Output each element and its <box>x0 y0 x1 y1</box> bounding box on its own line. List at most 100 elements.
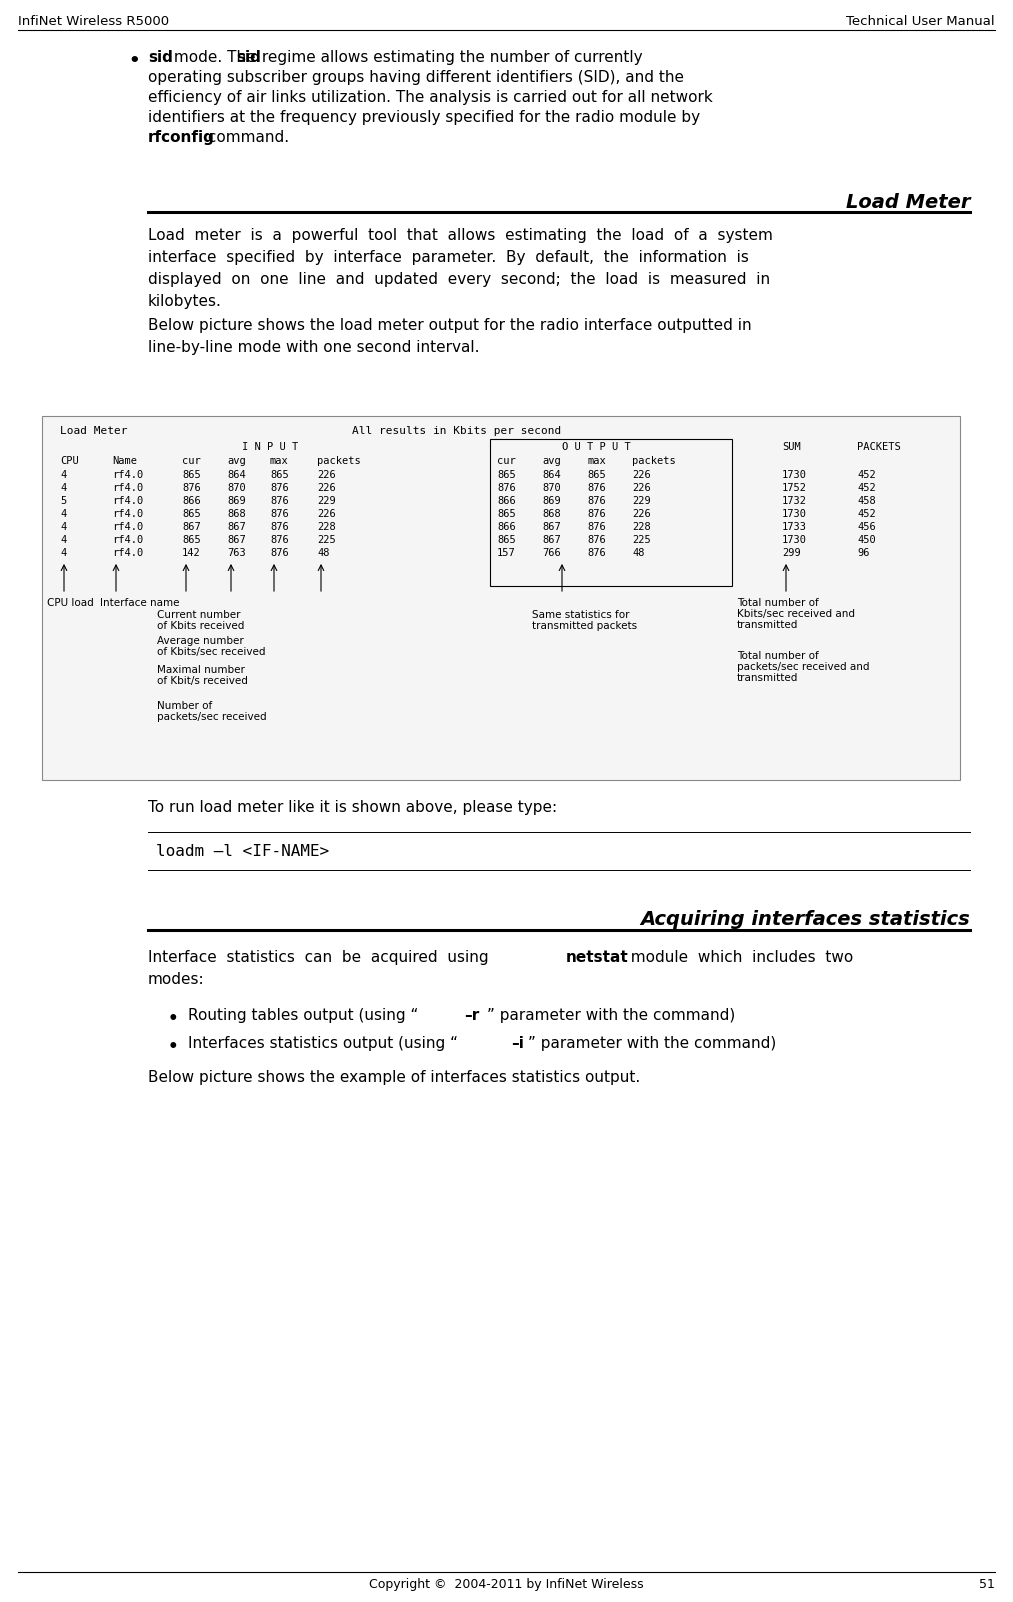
Text: 876: 876 <box>270 482 289 493</box>
Text: Load  meter  is  a  powerful  tool  that  allows  estimating  the  load  of  a  : Load meter is a powerful tool that allow… <box>148 227 773 244</box>
Text: 4: 4 <box>60 535 66 545</box>
Text: 876: 876 <box>182 482 201 493</box>
Text: 870: 870 <box>542 482 561 493</box>
Text: •: • <box>128 51 140 70</box>
Text: 51: 51 <box>980 1578 995 1591</box>
Text: modes:: modes: <box>148 972 205 987</box>
Text: command.: command. <box>203 130 289 146</box>
Text: 228: 228 <box>317 522 335 532</box>
Text: identifiers at the frequency previously specified for the radio module by: identifiers at the frequency previously … <box>148 111 700 125</box>
Text: Total number of: Total number of <box>737 650 819 662</box>
Text: 142: 142 <box>182 548 201 557</box>
Text: Interface  statistics  can  be  acquired  using: Interface statistics can be acquired usi… <box>148 950 493 964</box>
Text: avg: avg <box>227 457 246 466</box>
Text: 1730: 1730 <box>782 535 807 545</box>
Text: 876: 876 <box>587 535 606 545</box>
Text: 225: 225 <box>632 535 650 545</box>
Text: Load Meter: Load Meter <box>846 192 970 211</box>
Text: 865: 865 <box>182 469 201 481</box>
Text: 865: 865 <box>497 469 516 481</box>
Text: kilobytes.: kilobytes. <box>148 295 222 309</box>
Text: max: max <box>270 457 289 466</box>
Text: 4: 4 <box>60 548 66 557</box>
Text: rfconfig: rfconfig <box>148 130 215 146</box>
Text: efficiency of air links utilization. The analysis is carried out for all network: efficiency of air links utilization. The… <box>148 90 713 106</box>
Text: InfiNet Wireless R5000: InfiNet Wireless R5000 <box>18 14 169 27</box>
Text: cur: cur <box>182 457 201 466</box>
Text: 1730: 1730 <box>782 509 807 519</box>
Text: 867: 867 <box>227 535 246 545</box>
Text: Kbits/sec received and: Kbits/sec received and <box>737 609 855 618</box>
Text: Load Meter: Load Meter <box>60 426 128 436</box>
Text: 1730: 1730 <box>782 469 807 481</box>
Text: regime allows estimating the number of currently: regime allows estimating the number of c… <box>257 50 642 66</box>
Text: 865: 865 <box>497 535 516 545</box>
Text: 226: 226 <box>632 482 650 493</box>
Text: 1733: 1733 <box>782 522 807 532</box>
Text: 876: 876 <box>270 535 289 545</box>
Text: Same statistics for: Same statistics for <box>532 610 629 620</box>
Bar <box>42 417 960 780</box>
Text: 869: 869 <box>542 497 561 506</box>
Text: 876: 876 <box>497 482 516 493</box>
Text: 868: 868 <box>542 509 561 519</box>
Text: 763: 763 <box>227 548 246 557</box>
Text: Average number: Average number <box>157 636 244 646</box>
Text: 865: 865 <box>270 469 289 481</box>
Text: 452: 452 <box>857 509 876 519</box>
Text: loadm –l <IF-NAME>: loadm –l <IF-NAME> <box>156 844 329 859</box>
Text: 226: 226 <box>632 469 650 481</box>
Text: 865: 865 <box>497 509 516 519</box>
Text: 867: 867 <box>182 522 201 532</box>
Bar <box>490 439 732 586</box>
Text: 865: 865 <box>182 535 201 545</box>
Text: •: • <box>168 1009 178 1028</box>
Text: Total number of: Total number of <box>737 598 819 609</box>
Text: –r: –r <box>464 1008 479 1024</box>
Text: 876: 876 <box>587 548 606 557</box>
Text: 452: 452 <box>857 469 876 481</box>
Text: Current number: Current number <box>157 610 240 620</box>
Text: 5: 5 <box>60 497 66 506</box>
Text: Below picture shows the load meter output for the radio interface outputted in: Below picture shows the load meter outpu… <box>148 319 752 333</box>
Text: interface  specified  by  interface  parameter.  By  default,  the  information : interface specified by interface paramet… <box>148 250 749 264</box>
Text: 452: 452 <box>857 482 876 493</box>
Text: 867: 867 <box>227 522 246 532</box>
Text: transmitted packets: transmitted packets <box>532 622 637 631</box>
Text: 869: 869 <box>227 497 246 506</box>
Text: line-by-line mode with one second interval.: line-by-line mode with one second interv… <box>148 340 479 356</box>
Text: of Kbits/sec received: of Kbits/sec received <box>157 647 265 657</box>
Text: 450: 450 <box>857 535 876 545</box>
Text: 226: 226 <box>317 509 335 519</box>
Text: All results in Kbits per second: All results in Kbits per second <box>352 426 561 436</box>
Text: 866: 866 <box>182 497 201 506</box>
Text: 766: 766 <box>542 548 561 557</box>
Text: 876: 876 <box>270 497 289 506</box>
Text: 226: 226 <box>632 509 650 519</box>
Text: rf4.0: rf4.0 <box>112 522 143 532</box>
Text: Copyright ©  2004-2011 by InfiNet Wireless: Copyright © 2004-2011 by InfiNet Wireles… <box>369 1578 644 1591</box>
Text: O U T P U T: O U T P U T <box>562 442 631 452</box>
Text: Maximal number: Maximal number <box>157 665 245 674</box>
Text: 866: 866 <box>497 497 516 506</box>
Text: 876: 876 <box>587 497 606 506</box>
Text: 864: 864 <box>542 469 561 481</box>
Text: PACKETS: PACKETS <box>857 442 901 452</box>
Text: rf4.0: rf4.0 <box>112 509 143 519</box>
Text: CPU: CPU <box>60 457 79 466</box>
Text: packets: packets <box>632 457 676 466</box>
Text: 4: 4 <box>60 522 66 532</box>
Text: of Kbit/s received: of Kbit/s received <box>157 676 248 686</box>
Text: •: • <box>168 1038 178 1056</box>
Text: rf4.0: rf4.0 <box>112 497 143 506</box>
Text: CPU load: CPU load <box>47 598 94 609</box>
Text: 157: 157 <box>497 548 516 557</box>
Text: Acquiring interfaces statistics: Acquiring interfaces statistics <box>640 910 970 929</box>
Text: Interface name: Interface name <box>100 598 179 609</box>
Text: rf4.0: rf4.0 <box>112 469 143 481</box>
Text: ” parameter with the command): ” parameter with the command) <box>528 1036 776 1051</box>
Text: 229: 229 <box>317 497 335 506</box>
Text: 865: 865 <box>182 509 201 519</box>
Text: 876: 876 <box>270 522 289 532</box>
Text: Technical User Manual: Technical User Manual <box>847 14 995 27</box>
